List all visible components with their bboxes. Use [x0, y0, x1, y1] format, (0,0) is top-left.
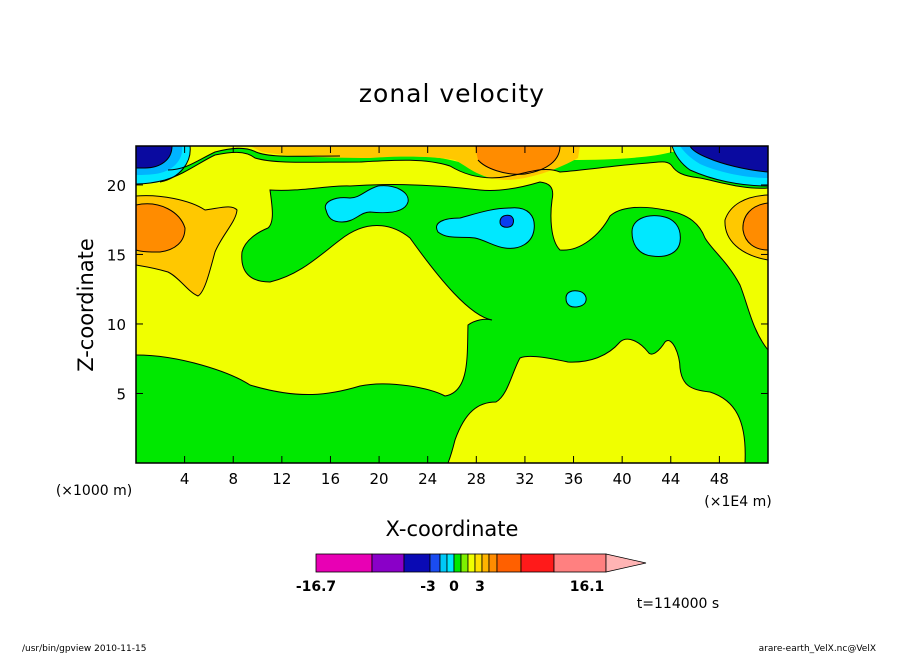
contour-line — [324, 185, 409, 223]
x-tick-label: 4 — [180, 470, 190, 488]
y-unit-label: (×1000 m) — [56, 483, 132, 499]
x-tick-label: 32 — [515, 470, 534, 488]
colorbar-segment — [467, 553, 476, 573]
contour-line — [742, 202, 768, 251]
x-unit-label: (×1E4 m) — [704, 494, 771, 510]
colorbar-segment — [453, 553, 462, 573]
contour-fill-blue-island-2 — [500, 215, 514, 228]
contour-line — [724, 194, 768, 261]
contour-fill-orange-right — [742, 203, 768, 250]
contour-fill-area — [136, 146, 768, 463]
contour-line — [159, 146, 191, 183]
colorbar-tick-labels: -16.7 16.1 -3 0 3 — [296, 579, 604, 595]
contour-line — [167, 147, 341, 171]
contour-line — [136, 203, 186, 253]
x-tick-label: 40 — [613, 470, 632, 488]
colorbar-extension-triangle — [605, 553, 647, 573]
y-axis-ticks: 5 10 15 20 — [107, 177, 768, 403]
y-tick-label: 20 — [107, 177, 126, 195]
x-tick-label: 12 — [272, 470, 291, 488]
contour-fill-green-region — [136, 182, 768, 463]
contour-fill-orange-top — [475, 146, 560, 175]
x-tick-label: 20 — [370, 470, 389, 488]
contour-fill-cyan-island-4 — [566, 290, 587, 307]
contour-line — [671, 146, 768, 187]
x-axis-label: X-coordinate — [386, 517, 519, 541]
colorbar-segment — [488, 553, 498, 573]
contour-fill-cyan-island-3 — [632, 215, 681, 257]
colorbar-segment — [481, 553, 490, 573]
colorbar-segment — [371, 553, 405, 573]
contour-line — [136, 151, 768, 189]
contour-fill-navy-topright — [690, 146, 768, 172]
contour-fill-cyan-island-1 — [325, 185, 409, 222]
colorbar-min-label: -16.7 — [296, 579, 336, 595]
x-tick-label: 44 — [661, 470, 680, 488]
colorbar-segment — [460, 553, 469, 573]
colorbar — [315, 553, 647, 573]
x-tick-label: 28 — [467, 470, 486, 488]
x-tick-label: 48 — [710, 470, 729, 488]
colorbar-segment — [439, 553, 448, 573]
x-tick-label: 16 — [321, 470, 340, 488]
y-tick-label: 15 — [107, 246, 126, 264]
colorbar-segment — [403, 553, 431, 573]
colorbar-tick-label: 0 — [449, 579, 459, 595]
y-axis-label: Z-coordinate — [74, 238, 98, 372]
colorbar-segment — [429, 553, 441, 573]
x-tick-label: 24 — [418, 470, 437, 488]
colorbar-tick-label: -3 — [420, 579, 436, 595]
y-tick-label: 10 — [107, 316, 126, 334]
contour-line — [136, 181, 768, 397]
contour-line — [631, 215, 681, 257]
contour-line — [136, 146, 173, 169]
colorbar-max-label: 16.1 — [570, 579, 605, 595]
colorbar-segment — [496, 553, 522, 573]
y-tick-label: 5 — [116, 385, 126, 403]
footer-right: arare-earth_VelX.nc@VelX — [759, 644, 876, 654]
time-label: t=114000 s — [637, 596, 719, 612]
x-tick-label: 36 — [564, 470, 583, 488]
contour-line — [477, 146, 561, 175]
contour-line — [447, 338, 746, 463]
footer-left: /usr/bin/gpview 2010-11-15 — [22, 644, 146, 654]
contour-line — [136, 195, 238, 297]
colorbar-segment — [446, 553, 455, 573]
contour-line — [436, 207, 535, 249]
contour-fill-orange-left — [136, 203, 185, 252]
x-axis-ticks: 4 8 12 16 20 24 28 32 36 40 44 48 — [180, 146, 729, 488]
colorbar-tick-label: 3 — [475, 579, 485, 595]
colorbar-segment — [553, 553, 607, 573]
plot-frame — [135, 145, 769, 464]
x-tick-label: 8 — [228, 470, 238, 488]
contour-line — [499, 214, 514, 228]
contour-lines — [136, 146, 768, 463]
contour-line — [689, 146, 768, 173]
chart-title: zonal velocity — [359, 79, 545, 108]
colorbar-segment — [474, 553, 483, 573]
contour-line — [565, 290, 587, 308]
colorbar-segment — [315, 553, 373, 573]
colorbar-segment — [520, 553, 555, 573]
